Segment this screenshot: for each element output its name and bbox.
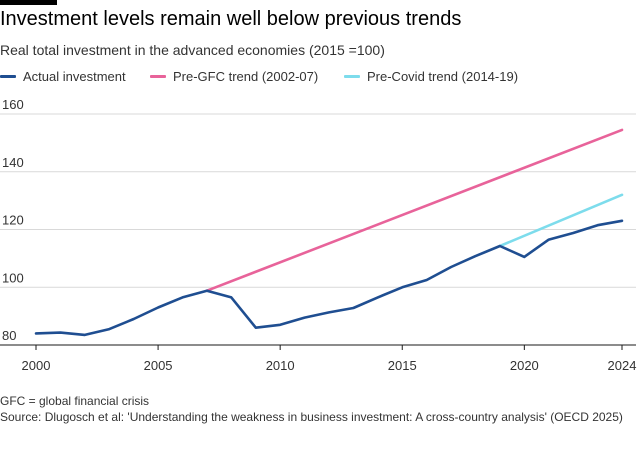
brand-top-bar: [0, 0, 57, 5]
legend-swatch-actual: [0, 75, 16, 78]
legend-swatch-pre-gfc: [150, 75, 166, 78]
series-line-pre-covid-trend: [498, 193, 624, 248]
x-tick-label-2005: 2005: [144, 358, 173, 373]
footnote-source: Source: Dlugosch et al: 'Understanding t…: [0, 410, 623, 424]
y-tick-label-80: 80: [2, 328, 16, 343]
footnotes: GFC = global financial crisis Source: Dl…: [0, 393, 636, 425]
series-line-actual-investment: [34, 219, 624, 337]
chart-title: Investment levels remain well below prev…: [0, 8, 462, 30]
legend-swatch-pre-covid: [344, 75, 360, 78]
chart-subtitle: Real total investment in the advanced ec…: [0, 42, 385, 58]
series-line-pre-gfc-trend: [205, 128, 624, 292]
legend-label-pre-gfc: Pre-GFC trend (2002-07): [173, 69, 319, 84]
legend-label-pre-covid: Pre-Covid trend (2014-19): [367, 69, 519, 84]
y-tick-label-140: 140: [2, 155, 24, 170]
legend-item-actual-investment: Actual investment: [0, 69, 126, 84]
legend-item-pre-gfc-trend: Pre-GFC trend (2002-07): [150, 69, 318, 84]
y-tick-label-120: 120: [2, 213, 24, 228]
line-chart: 80 100 120 140 160 2000 2005 2010 2015 2020 2024: [0, 100, 637, 373]
x-tick-label-2024: 2024: [608, 358, 637, 373]
y-tick-label-160: 160: [2, 100, 24, 112]
footnote-gfc: GFC = global financial crisis: [0, 394, 150, 408]
legend-label-actual: Actual investment: [23, 69, 126, 84]
x-tick-label-2000: 2000: [22, 358, 51, 373]
y-tick-label-100: 100: [2, 270, 24, 285]
x-tick-label-2020: 2020: [510, 358, 539, 373]
x-tick-label-2010: 2010: [266, 358, 295, 373]
x-tick-label-2015: 2015: [388, 358, 417, 373]
legend-item-pre-covid-trend: Pre-Covid trend (2014-19): [344, 69, 518, 84]
